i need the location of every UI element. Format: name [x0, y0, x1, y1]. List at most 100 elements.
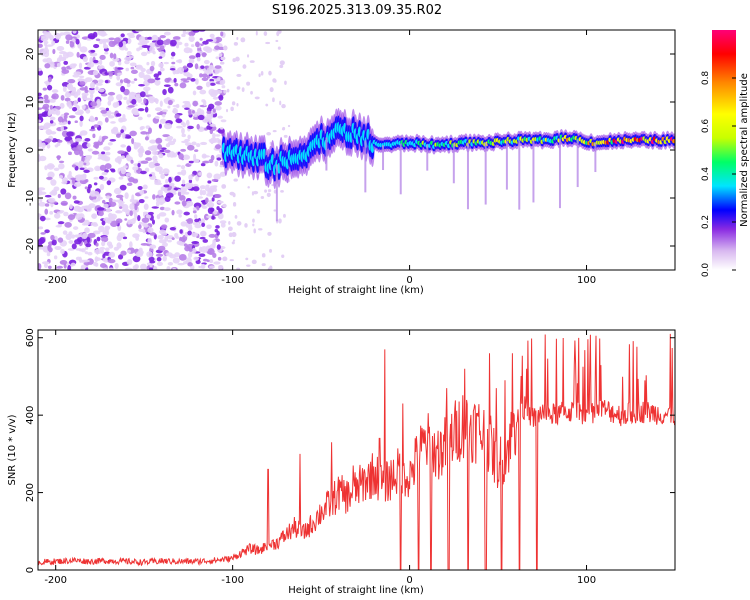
noise-speck [63, 114, 68, 120]
noise-speck [157, 189, 163, 196]
noise-speck [115, 194, 124, 199]
noise-speck [41, 35, 46, 39]
noise-speck [74, 238, 82, 245]
noise-speck [272, 97, 275, 103]
noise-speck [105, 107, 110, 112]
noise-speck [231, 101, 236, 106]
noise-speck [67, 265, 72, 270]
noise-speck [191, 110, 195, 114]
noise-speck [201, 222, 206, 227]
noise-speck [181, 183, 186, 187]
noise-speck [255, 30, 258, 36]
noise-speck [154, 79, 161, 86]
noise-speck [40, 232, 46, 235]
noise-speck [218, 94, 224, 101]
noise-speck [129, 62, 137, 67]
noise-speck [92, 230, 101, 235]
noise-speck [195, 41, 200, 48]
noise-speck [49, 116, 56, 121]
noise-speck [135, 236, 140, 241]
noise-speck [151, 206, 159, 209]
noise-speck [72, 195, 77, 200]
noise-speck [42, 103, 50, 109]
noise-speck [42, 87, 47, 91]
noise-speck [149, 65, 155, 72]
noise-speck [179, 82, 187, 89]
noise-speck [62, 230, 68, 235]
noise-speck [158, 170, 164, 175]
noise-speck [60, 125, 64, 132]
noise-speck [91, 213, 98, 220]
noise-speck [55, 109, 61, 116]
noise-speck [46, 163, 55, 170]
noise-speck [165, 252, 173, 257]
spectrogram-xtick-label: -100 [221, 275, 244, 286]
noise-speck [92, 133, 96, 139]
noise-speck [49, 98, 56, 103]
noise-speck [44, 45, 48, 52]
noise-speck [188, 174, 193, 181]
noise-speck [117, 61, 122, 66]
noise-speck [46, 123, 54, 127]
noise-speck [89, 56, 94, 64]
noise-speck [221, 184, 227, 189]
noise-speck [282, 126, 286, 131]
noise-speck [222, 256, 228, 262]
noise-speck [196, 123, 200, 130]
noise-speck [132, 209, 137, 215]
noise-speck [135, 95, 140, 101]
noise-speck [98, 135, 103, 142]
noise-speck [70, 91, 78, 97]
noise-speck [164, 217, 170, 223]
noise-speck [138, 199, 145, 204]
noise-speck [281, 254, 285, 258]
noise-speck [75, 38, 80, 45]
colorbar-tick-label: 0.6 [701, 119, 711, 134]
noise-speck [121, 132, 126, 139]
noise-speck [175, 118, 183, 124]
noise-speck [167, 86, 174, 94]
noise-speck [125, 136, 132, 139]
noise-speck [98, 175, 104, 180]
noise-speck [177, 262, 185, 266]
noise-speck [131, 194, 135, 202]
noise-speck [56, 62, 61, 68]
noise-speck [120, 155, 125, 160]
noise-speck [109, 60, 115, 67]
noise-speck [66, 131, 74, 137]
noise-speck [63, 112, 70, 116]
noise-speck [97, 30, 105, 36]
noise-speck [153, 265, 158, 270]
noise-speck [45, 57, 53, 64]
noise-speck [236, 267, 241, 270]
noise-speck [251, 191, 255, 196]
noise-speck [196, 85, 203, 90]
noise-speck [157, 234, 164, 240]
noise-speck [145, 157, 152, 161]
noise-speck [207, 180, 212, 184]
noise-speck [167, 239, 172, 243]
noise-speck [138, 83, 145, 87]
noise-speck [99, 54, 106, 60]
noise-speck [213, 261, 221, 265]
noise-speck [158, 212, 167, 217]
noise-speck [192, 90, 197, 96]
noise-speck [144, 150, 152, 156]
noise-speck [64, 221, 72, 228]
spectrogram-xtick-label: 0 [406, 275, 412, 286]
noise-speck [163, 39, 171, 46]
noise-speck [97, 65, 104, 70]
noise-speck [155, 253, 164, 257]
noise-speck [287, 124, 291, 128]
noise-speck [258, 228, 263, 231]
noise-speck [194, 63, 199, 70]
noise-speck [48, 197, 56, 203]
snr-panel: -200 -100 0 100 0 200 400 600 Height of straigh… [7, 328, 676, 596]
noise-speck [220, 56, 226, 61]
noise-speck [142, 184, 148, 190]
noise-speck [118, 41, 124, 48]
noise-speck [214, 45, 220, 50]
noise-speck [214, 101, 222, 106]
noise-speck [38, 107, 43, 111]
noise-speck [47, 111, 51, 116]
